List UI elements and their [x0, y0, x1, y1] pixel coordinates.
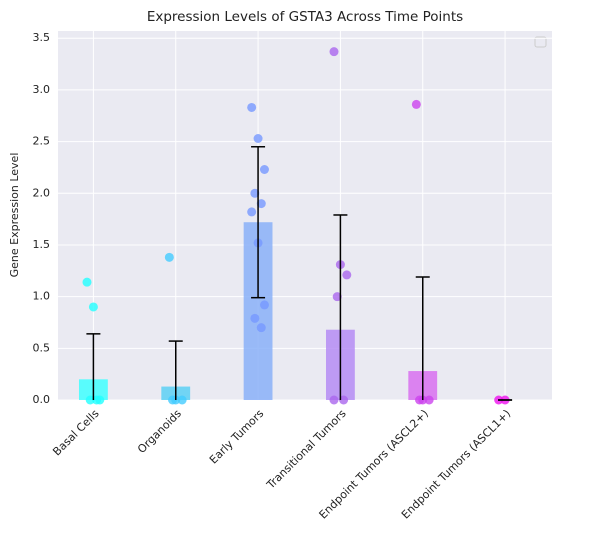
y-axis-label: Gene Expression Level: [8, 153, 21, 278]
data-point: [259, 300, 269, 310]
y-tick-label: 3.5: [33, 31, 51, 44]
y-tick-label: 0.0: [33, 393, 51, 406]
data-point: [82, 277, 92, 287]
data-point: [88, 302, 98, 312]
data-point: [329, 395, 339, 405]
data-point: [259, 165, 269, 175]
y-tick-label: 0.5: [33, 341, 51, 354]
data-point: [332, 292, 342, 302]
chart-title: Expression Levels of GSTA3 Across Time P…: [147, 9, 463, 25]
y-tick-label: 2.5: [33, 135, 51, 148]
data-point: [253, 133, 263, 143]
data-point: [411, 99, 421, 109]
y-tick-label: 1.5: [33, 238, 51, 251]
data-point: [329, 47, 339, 57]
y-tick-label: 3.0: [33, 83, 51, 96]
data-point: [339, 395, 349, 405]
data-point: [85, 395, 95, 405]
data-point: [168, 395, 178, 405]
data-point: [177, 395, 187, 405]
data-point: [250, 188, 260, 198]
data-point: [342, 270, 352, 280]
data-point: [247, 207, 257, 217]
data-point: [424, 395, 434, 405]
legend: [534, 36, 547, 48]
plot-area: [58, 31, 552, 400]
y-tick-label: 1.0: [33, 290, 51, 303]
x-tick-label: Basal Cells: [50, 407, 102, 459]
data-point: [164, 252, 174, 262]
x-tick-label: Early Tumors: [207, 407, 267, 467]
y-tick-label: 2.0: [33, 186, 51, 199]
data-point: [256, 199, 266, 209]
x-tick-label: Organoids: [135, 407, 184, 456]
data-point: [415, 395, 425, 405]
data-point: [250, 313, 260, 323]
x-tick-label: Transitional Tumors: [264, 407, 349, 492]
data-point: [247, 102, 257, 112]
data-point: [256, 323, 266, 333]
data-point: [92, 395, 102, 405]
